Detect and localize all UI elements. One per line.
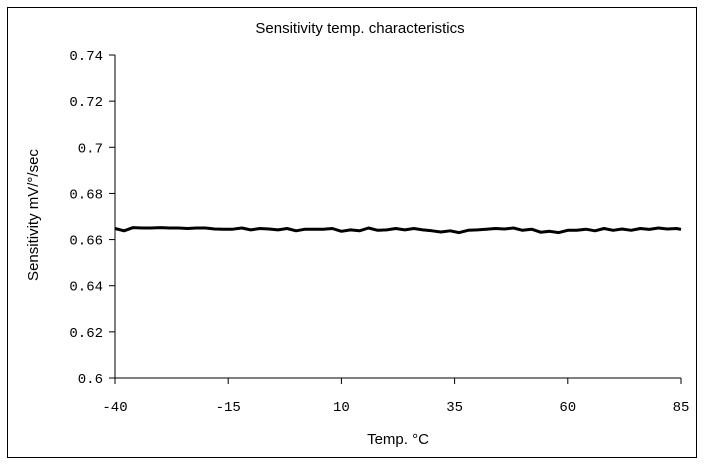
x-axis-ticks: -40 -15 10 35 60 85 <box>102 378 689 416</box>
chart-frame <box>7 7 697 458</box>
y-axis-ticks: 0.6 0.62 0.64 0.66 0.68 0.7 0.72 0.74 <box>69 49 115 388</box>
x-tick-label: 85 <box>673 400 690 416</box>
x-tick-label: -40 <box>102 400 127 416</box>
x-tick-label: 60 <box>559 400 576 416</box>
chart-title: Sensitivity temp. characteristics <box>255 20 464 37</box>
y-tick-label: 0.7 <box>78 141 103 157</box>
y-tick-label: 0.64 <box>69 280 103 296</box>
y-tick-label: 0.6 <box>78 372 103 388</box>
x-axis-label: Temp. °C <box>367 431 429 448</box>
x-tick-label: -15 <box>216 400 241 416</box>
x-tick-label: 10 <box>333 400 350 416</box>
y-tick-label: 0.74 <box>69 49 103 65</box>
series-lines <box>114 226 682 235</box>
y-tick-label: 0.66 <box>69 234 103 250</box>
y-tick-label: 0.72 <box>69 95 103 111</box>
y-tick-label: 0.68 <box>69 187 103 203</box>
series-line <box>114 226 682 235</box>
x-tick-label: 35 <box>446 400 463 416</box>
y-tick-label: 0.62 <box>69 326 103 342</box>
y-axis-label: Sensitivity mV/°/sec <box>25 149 42 281</box>
